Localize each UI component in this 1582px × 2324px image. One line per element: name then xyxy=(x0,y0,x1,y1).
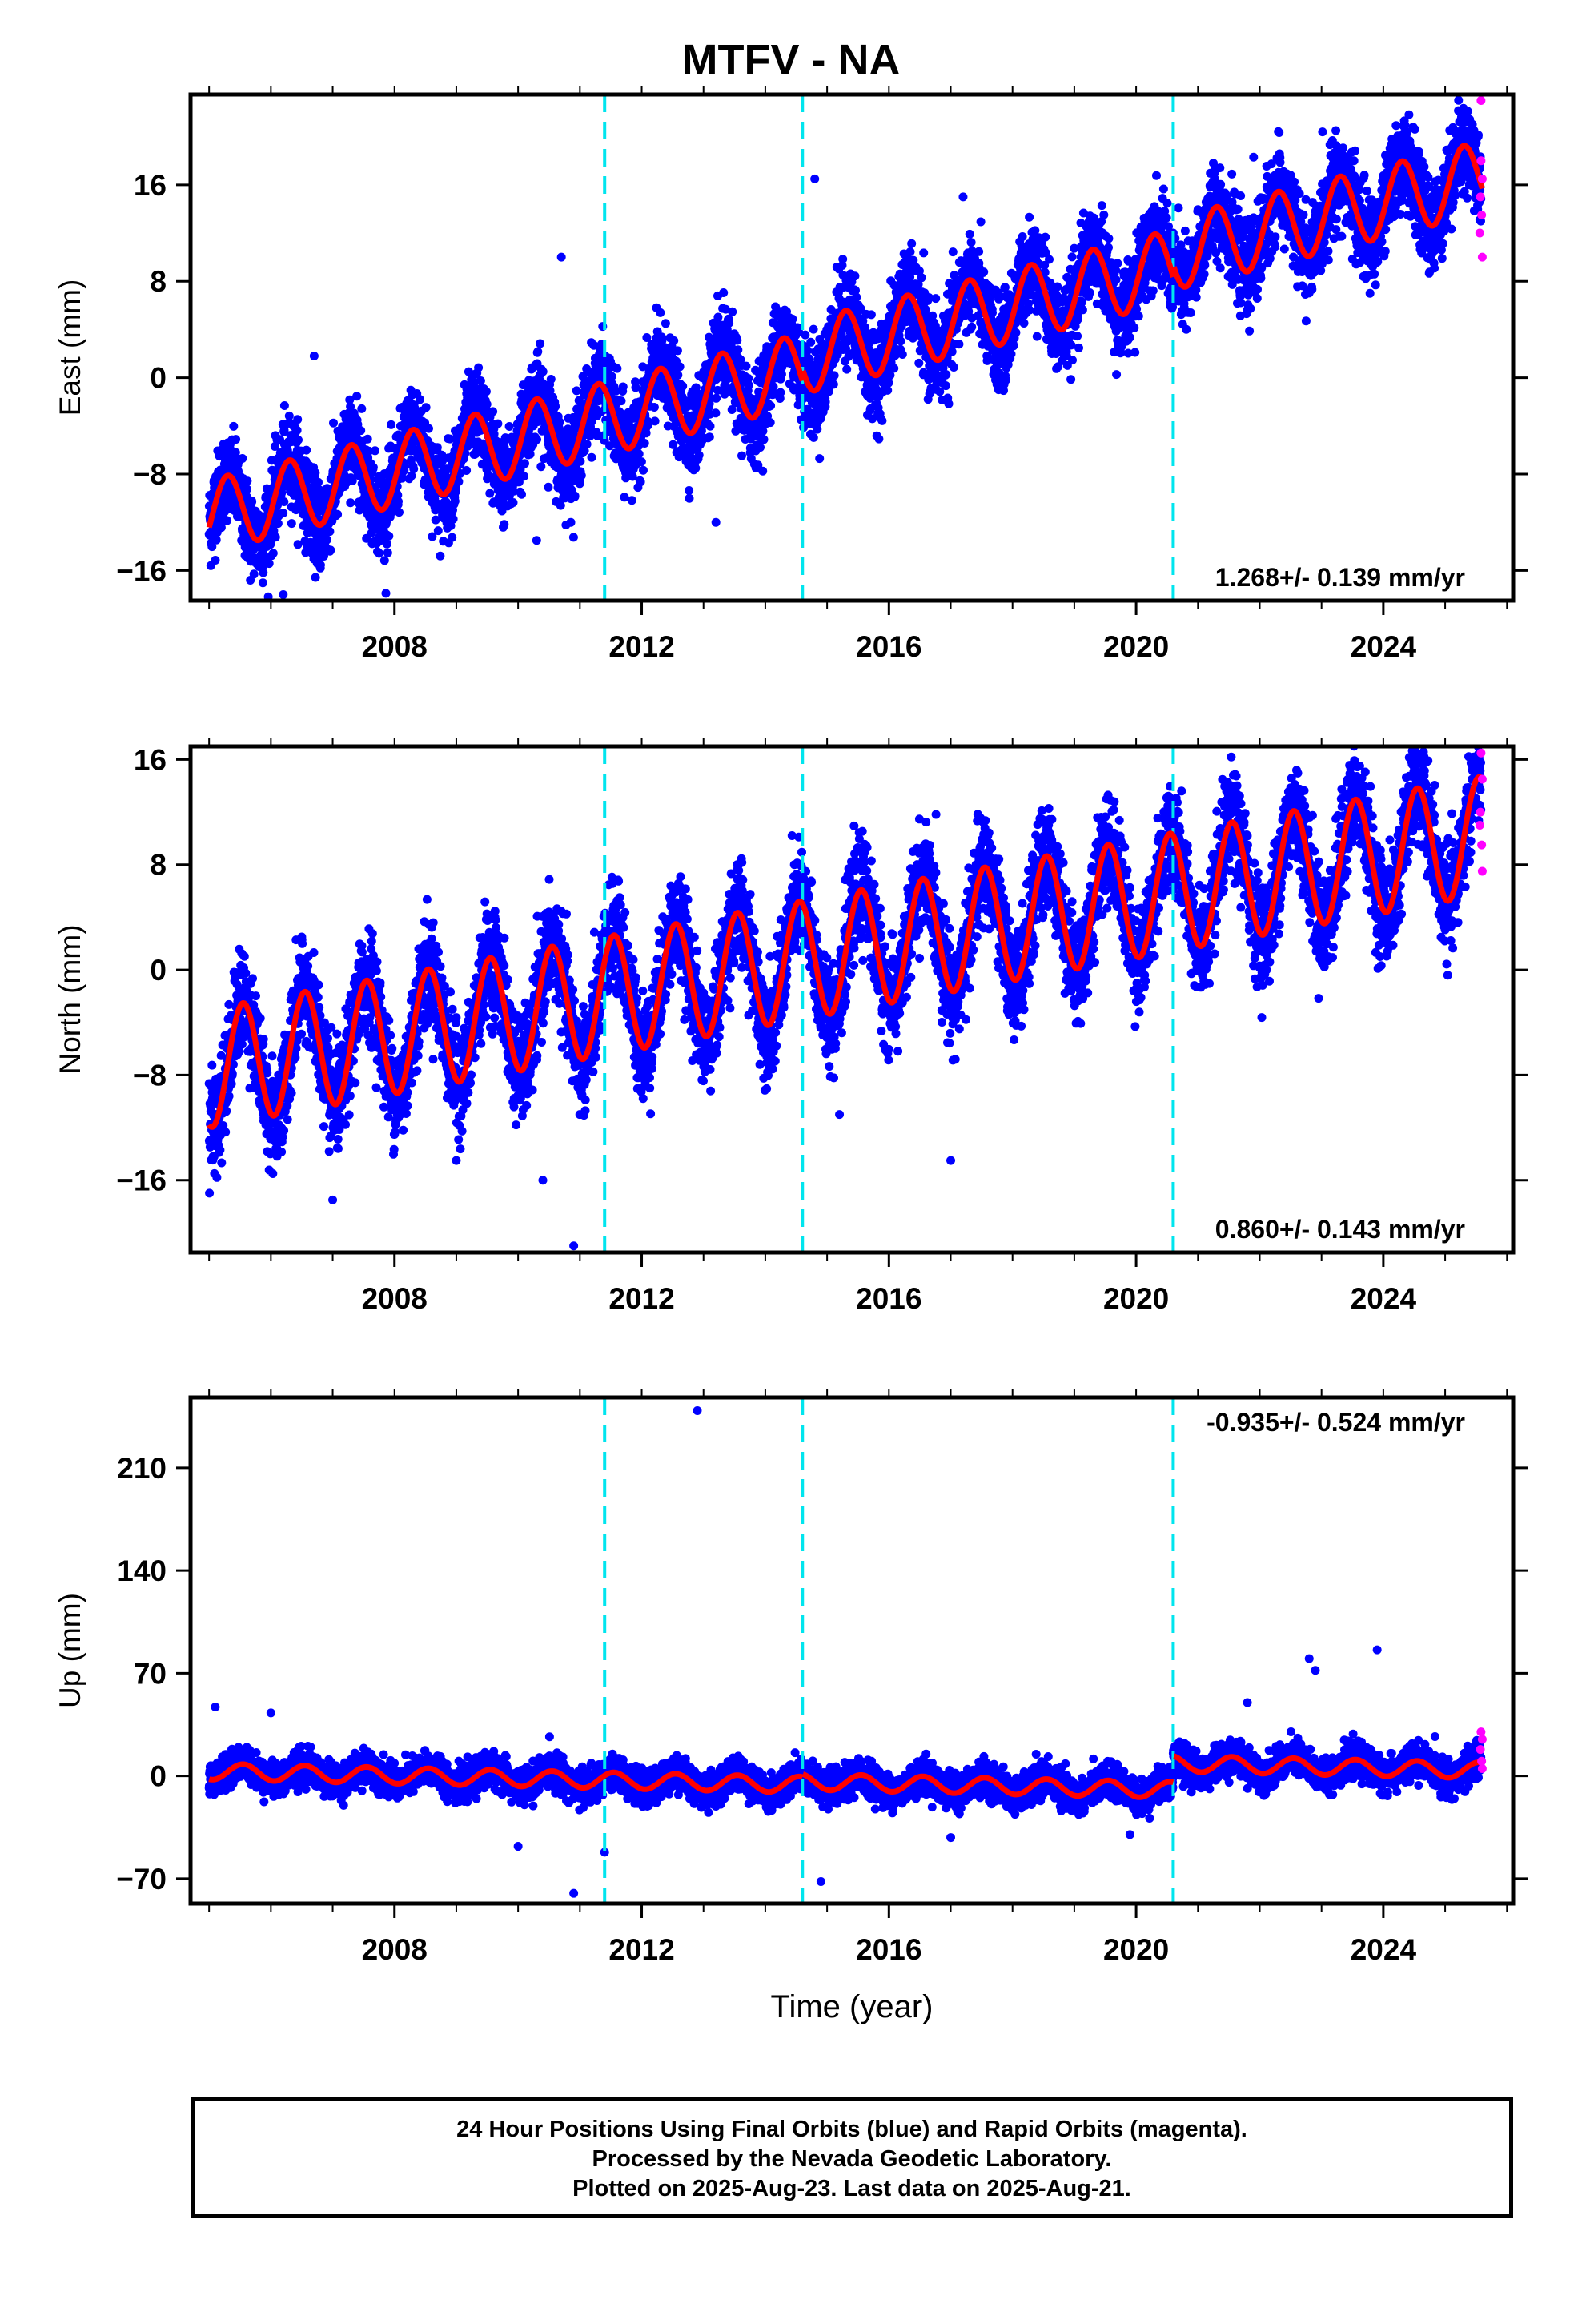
y-tick-label: 8 xyxy=(150,849,167,882)
x-tick-label: 2008 xyxy=(362,630,428,663)
panel-north: 2008 2012 2016 2020 2024 −16 −8 0 8 16 North (mm) 0… xyxy=(54,683,1528,1315)
panel-east: 2008 2012 2016 2020 2024 −16 −8 0 8 16 East (mm) 1.… xyxy=(54,86,1528,663)
outlier-point xyxy=(279,590,287,599)
rapid-orbit-point xyxy=(1476,808,1485,817)
outlier-point xyxy=(946,1833,955,1842)
x-tick-label: 2020 xyxy=(1103,1933,1169,1966)
outlier-point xyxy=(297,933,306,942)
outlier-point xyxy=(452,1156,460,1165)
outlier-point xyxy=(211,1703,219,1711)
outlier-point xyxy=(1373,1646,1382,1655)
y-tick-label: −8 xyxy=(133,1059,167,1092)
rapid-orbit-point xyxy=(1476,821,1484,830)
plot-area xyxy=(205,683,1487,1252)
x-tick-label: 2020 xyxy=(1103,1282,1169,1315)
x-tick-label: 2024 xyxy=(1351,630,1417,663)
y-tick-label: −8 xyxy=(133,458,167,491)
x-tick-label: 2012 xyxy=(608,630,674,663)
y-tick-label: −70 xyxy=(116,1863,167,1896)
y-tick-label: 0 xyxy=(150,362,167,395)
y-tick-label: 0 xyxy=(150,954,167,987)
y-axis-label: North (mm) xyxy=(54,924,86,1074)
rapid-orbit-point xyxy=(1476,1727,1485,1736)
outlier-point xyxy=(569,1889,578,1898)
outlier-point xyxy=(310,352,319,360)
rapid-orbit-point xyxy=(1476,1745,1485,1754)
final-orbit-points xyxy=(205,96,1486,601)
x-tick-label: 2016 xyxy=(856,630,921,663)
final-orbit-points xyxy=(205,1727,1486,1823)
outlier-point xyxy=(539,1176,548,1184)
y-tick-label: 210 xyxy=(117,1452,167,1485)
y-tick-label: 70 xyxy=(134,1657,167,1690)
x-axis-label: Time (year) xyxy=(771,1989,934,2024)
x-tick-label: 2008 xyxy=(362,1933,428,1966)
outlier-point xyxy=(1243,1699,1252,1707)
y-tick-label: 8 xyxy=(150,265,167,298)
velocity-label: -0.935+/- 0.524 mm/yr xyxy=(1207,1408,1465,1437)
outlier-point xyxy=(946,1156,955,1165)
x-tick-label: 2008 xyxy=(362,1282,428,1315)
x-tick-label: 2016 xyxy=(856,1282,921,1315)
x-tick-label: 2012 xyxy=(608,1282,674,1315)
outlier-point xyxy=(1305,1655,1314,1663)
rapid-orbit-point xyxy=(1478,1735,1487,1743)
rapid-orbit-point xyxy=(1477,211,1486,219)
rapid-orbit-point xyxy=(1476,96,1485,105)
outlier-point xyxy=(532,536,541,545)
y-axis-label: Up (mm) xyxy=(54,1593,86,1708)
outlier-point xyxy=(1126,1830,1134,1839)
x-tick-label: 2016 xyxy=(856,1933,921,1966)
rapid-orbit-point xyxy=(1476,749,1485,758)
outlier-point xyxy=(514,1842,523,1851)
outlier-point xyxy=(1249,153,1258,162)
velocity-label: 0.860+/- 0.143 mm/yr xyxy=(1215,1215,1465,1244)
outlier-point xyxy=(328,1196,337,1204)
y-axis-label: East (mm) xyxy=(54,279,86,416)
x-tick-label: 2024 xyxy=(1351,1933,1417,1966)
outlier-point xyxy=(712,518,721,527)
rapid-orbit-point xyxy=(1476,229,1484,238)
panel-up: 2008 2012 2016 2020 2024 −70 0 70 140 210 Up (mm) -… xyxy=(54,1389,1528,2024)
plot-area xyxy=(205,94,1487,601)
velocity-label: 1.268+/- 0.139 mm/yr xyxy=(1215,563,1465,592)
y-tick-label: −16 xyxy=(116,554,167,587)
x-tick-label: 2020 xyxy=(1103,630,1169,663)
footer-line-2: Processed by the Nevada Geodetic Laborat… xyxy=(195,2145,1509,2174)
outlier-point xyxy=(267,1708,275,1717)
x-tick-label: 2024 xyxy=(1351,1282,1417,1315)
x-tick-label: 2012 xyxy=(608,1933,674,1966)
outlier-point xyxy=(835,1110,844,1119)
outlier-point xyxy=(817,1877,825,1886)
y-tick-label: 16 xyxy=(134,743,167,776)
y-tick-label: 16 xyxy=(134,169,167,202)
plot-area xyxy=(205,1397,1487,1904)
y-tick-label: −16 xyxy=(116,1164,167,1197)
y-tick-label: 140 xyxy=(117,1554,167,1587)
outlier-point xyxy=(693,1406,702,1415)
rapid-orbit-point xyxy=(1476,156,1485,165)
footer-caption: 24 Hour Positions Using Final Orbits (bl… xyxy=(191,2097,1513,2218)
plot-frame xyxy=(191,1397,1513,1904)
footer-line-1: 24 Hour Positions Using Final Orbits (bl… xyxy=(195,2115,1509,2145)
rapid-orbit-point xyxy=(1478,175,1487,183)
outlier-point xyxy=(1311,1666,1319,1675)
rapid-orbit-point xyxy=(1477,841,1486,850)
outlier-point xyxy=(810,175,819,183)
rapid-orbit-point xyxy=(1478,775,1487,784)
y-tick-label: 0 xyxy=(150,1760,167,1793)
outlier-point xyxy=(557,253,566,262)
rapid-orbit-point xyxy=(1478,253,1487,262)
rapid-orbit-point xyxy=(1478,1764,1487,1773)
outlier-point xyxy=(569,1241,578,1250)
rapid-orbit-point xyxy=(1476,192,1485,201)
rapid-orbit-point xyxy=(1478,866,1487,875)
outlier-point xyxy=(958,192,967,201)
footer-line-3: Plotted on 2025-Aug-23. Last data on 202… xyxy=(195,2174,1509,2204)
